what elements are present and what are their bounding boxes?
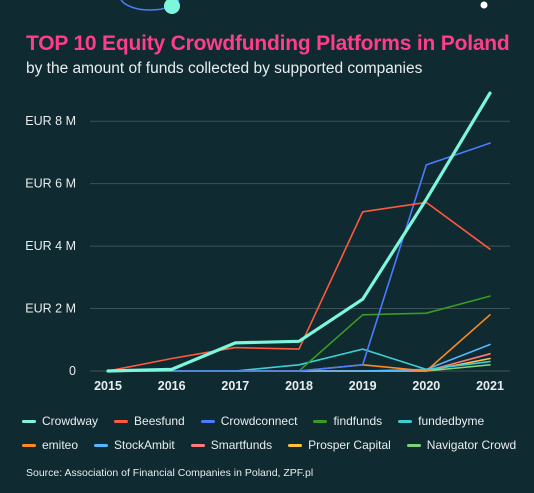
y-tick-label: EUR 8 M	[25, 114, 76, 128]
decorative-ring	[120, 0, 180, 11]
legend-item: StockAmbit	[94, 438, 175, 452]
legend-swatch	[94, 443, 109, 447]
legend-item: Crowdconnect	[200, 414, 298, 428]
legend-label: Prosper Capital	[308, 438, 391, 452]
legend-label: Crowdway	[42, 414, 99, 428]
x-tick-label: 2021	[476, 379, 504, 393]
legend-swatch	[288, 443, 303, 447]
chart-legend: Crowdway Beesfund Crowdconnect findfunds fun…	[22, 409, 522, 457]
legend-swatch	[406, 443, 421, 447]
legend-row-1: Crowdway Beesfund Crowdconnect findfunds fun…	[22, 409, 522, 433]
chart-title: TOP 10 Equity Crowdfunding Platforms in …	[26, 32, 510, 55]
x-tick-label: 2016	[158, 379, 186, 393]
legend-label: emiteo	[42, 438, 79, 452]
decorative-dot	[164, 0, 180, 14]
legend-swatch	[190, 443, 205, 447]
series-line-crowdconnect	[107, 142, 491, 372]
x-tick-label: 2020	[412, 379, 440, 393]
legend-swatch	[22, 443, 36, 447]
source-note: Source: Association of Financial Compani…	[26, 467, 314, 479]
legend-item: findfunds	[313, 414, 382, 428]
legend-item: Navigator Crowd	[406, 438, 517, 452]
legend-label: Crowdconnect	[220, 414, 298, 428]
line-chart: 0 EUR 2 M EUR 4 M EUR 6 M EUR 8 M 2015 2016 201…	[25, 91, 510, 393]
series-line-crowdway	[106, 91, 492, 373]
legend-label: StockAmbit	[114, 438, 175, 452]
legend-swatch	[200, 419, 215, 423]
legend-item: emiteo	[22, 438, 78, 452]
y-tick-label: EUR 4 M	[25, 239, 76, 253]
decorative-small-dot	[480, 1, 488, 9]
decorative-circles	[120, 0, 488, 14]
chart-subtitle: by the amount of funds collected by supp…	[26, 60, 423, 77]
legend-swatch	[313, 419, 328, 423]
x-tick-label: 2018	[285, 379, 313, 393]
series-line-beesfund	[107, 201, 491, 372]
x-tick-label: 2017	[221, 379, 249, 393]
legend-item: Crowdway	[22, 414, 98, 428]
legend-label: Navigator Crowd	[426, 438, 517, 452]
legend-row-2: emiteo StockAmbit Smartfunds Prosper Capita…	[22, 433, 522, 457]
y-tick-label: 0	[69, 364, 76, 378]
x-tick-label: 2019	[349, 379, 377, 393]
legend-label: Beesfund	[134, 414, 185, 428]
y-tick-label: EUR 2 M	[25, 302, 76, 316]
legend-label: Smartfunds	[210, 438, 273, 452]
legend-swatch	[22, 419, 36, 423]
legend-item: Beesfund	[114, 414, 185, 428]
legend-item: Prosper Capital	[288, 438, 391, 452]
legend-item: fundedbyme	[398, 414, 484, 428]
y-tick-label: EUR 6 M	[25, 177, 76, 191]
legend-label: findfunds	[333, 414, 383, 428]
legend-item: Smartfunds	[190, 438, 273, 452]
legend-label: fundedbyme	[418, 414, 485, 428]
legend-swatch	[114, 419, 129, 423]
legend-swatch	[398, 419, 413, 423]
x-tick-label: 2015	[94, 379, 122, 393]
